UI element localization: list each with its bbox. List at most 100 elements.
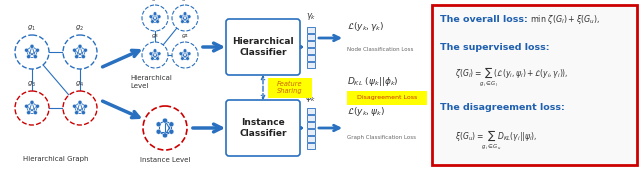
Circle shape [27, 55, 31, 59]
Circle shape [27, 111, 31, 115]
Circle shape [143, 106, 187, 150]
Bar [307, 62, 315, 67]
Circle shape [149, 15, 153, 19]
Text: Node Classification Loss: Node Classification Loss [347, 47, 413, 52]
Text: Instance
Classifier: Instance Classifier [239, 118, 287, 138]
Circle shape [181, 20, 184, 23]
Bar [307, 129, 315, 134]
Text: $g_4$: $g_4$ [76, 80, 85, 89]
Circle shape [72, 48, 76, 52]
Text: $g_3$: $g_3$ [151, 32, 159, 40]
Text: $g_2$: $g_2$ [181, 0, 189, 3]
Bar [307, 55, 315, 61]
Circle shape [24, 48, 29, 52]
Text: $\mathcal{L}(y_k, \psi_k)$: $\mathcal{L}(y_k, \psi_k)$ [347, 105, 385, 118]
Circle shape [15, 35, 49, 69]
Text: The overall loss:: The overall loss: [440, 14, 528, 23]
Text: $\min\ \zeta(G_l) + \xi(G_u),$: $\min\ \zeta(G_l) + \xi(G_u),$ [530, 13, 601, 26]
Bar [307, 142, 315, 149]
Text: $g_3$: $g_3$ [28, 80, 37, 89]
Circle shape [142, 42, 168, 68]
Text: The supervised loss:: The supervised loss: [440, 42, 549, 52]
Circle shape [183, 12, 187, 15]
Text: $\psi_k$: $\psi_k$ [306, 92, 317, 104]
Circle shape [151, 57, 154, 60]
Text: Hierarchical
Classifier: Hierarchical Classifier [232, 37, 294, 57]
Circle shape [78, 44, 82, 48]
Text: Disagreement Loss: Disagreement Loss [357, 96, 417, 100]
Bar [268, 78, 312, 98]
Text: $\xi(G_u)=\!\!\sum_{g_i\in G_u}\!\!D_{KL}(\gamma_i||\psi_i),$: $\xi(G_u)=\!\!\sum_{g_i\in G_u}\!\!D_{KL… [455, 129, 537, 151]
Circle shape [172, 5, 198, 31]
Circle shape [163, 118, 167, 123]
Circle shape [35, 104, 40, 108]
Circle shape [74, 55, 79, 59]
Circle shape [181, 57, 184, 60]
Circle shape [151, 20, 154, 23]
Text: The disagreement loss:: The disagreement loss: [440, 104, 565, 113]
Text: $g_2$: $g_2$ [76, 24, 85, 33]
Circle shape [156, 122, 161, 127]
Circle shape [74, 111, 79, 115]
Circle shape [172, 42, 198, 68]
Bar [347, 91, 427, 105]
Text: Hierarchical Graph: Hierarchical Graph [23, 156, 88, 162]
Circle shape [153, 49, 157, 52]
Bar [307, 115, 315, 121]
Circle shape [33, 111, 37, 115]
Bar [307, 47, 315, 54]
Circle shape [157, 15, 161, 19]
Bar [307, 40, 315, 47]
Circle shape [186, 57, 189, 60]
Circle shape [15, 91, 49, 125]
Circle shape [157, 52, 161, 55]
Circle shape [81, 111, 85, 115]
FancyBboxPatch shape [226, 100, 300, 156]
Circle shape [156, 129, 161, 134]
Circle shape [187, 52, 191, 55]
Circle shape [186, 20, 189, 23]
Circle shape [30, 44, 34, 48]
Bar [307, 27, 315, 32]
Circle shape [153, 12, 157, 15]
Circle shape [142, 5, 168, 31]
Text: Hierarchical
Level: Hierarchical Level [130, 75, 172, 89]
Circle shape [72, 104, 76, 108]
Circle shape [30, 100, 34, 104]
Circle shape [169, 122, 174, 127]
Text: $g_1$: $g_1$ [151, 0, 159, 3]
Circle shape [78, 100, 82, 104]
Circle shape [187, 15, 191, 19]
Bar [307, 33, 315, 39]
Text: $\gamma_k$: $\gamma_k$ [306, 12, 316, 22]
FancyBboxPatch shape [226, 19, 300, 75]
Circle shape [179, 52, 183, 55]
Text: $\zeta(G_l)=\!\!\sum_{g_i\in G_l}\!\!(\mathcal{L}(y_i,\psi_i)+\mathcal{L}(y_i,\g: $\zeta(G_l)=\!\!\sum_{g_i\in G_l}\!\!(\m… [455, 65, 569, 89]
Bar [307, 107, 315, 114]
Text: $g_1$: $g_1$ [28, 24, 37, 33]
Circle shape [83, 48, 87, 52]
Circle shape [179, 15, 183, 19]
Circle shape [156, 20, 160, 23]
Circle shape [156, 57, 160, 60]
Bar [307, 135, 315, 141]
Circle shape [81, 55, 85, 59]
Circle shape [24, 104, 29, 108]
Text: Instance Level: Instance Level [140, 157, 190, 163]
Text: Graph Classification Loss: Graph Classification Loss [347, 135, 416, 140]
Circle shape [83, 104, 87, 108]
Circle shape [63, 35, 97, 69]
Text: Feature
Sharing: Feature Sharing [277, 81, 303, 95]
Circle shape [63, 91, 97, 125]
Bar [307, 122, 315, 128]
Text: $\mathcal{L}(y_k, \gamma_k)$: $\mathcal{L}(y_k, \gamma_k)$ [347, 20, 385, 33]
Text: $D_{KL}\ (\psi_k||\phi_k)$: $D_{KL}\ (\psi_k||\phi_k)$ [347, 75, 399, 89]
Circle shape [183, 49, 187, 52]
Bar [432, 5, 637, 165]
Circle shape [35, 48, 40, 52]
Circle shape [149, 52, 153, 55]
Circle shape [163, 133, 167, 138]
Circle shape [169, 129, 174, 134]
Text: $g_4$: $g_4$ [181, 32, 189, 40]
Circle shape [33, 55, 37, 59]
